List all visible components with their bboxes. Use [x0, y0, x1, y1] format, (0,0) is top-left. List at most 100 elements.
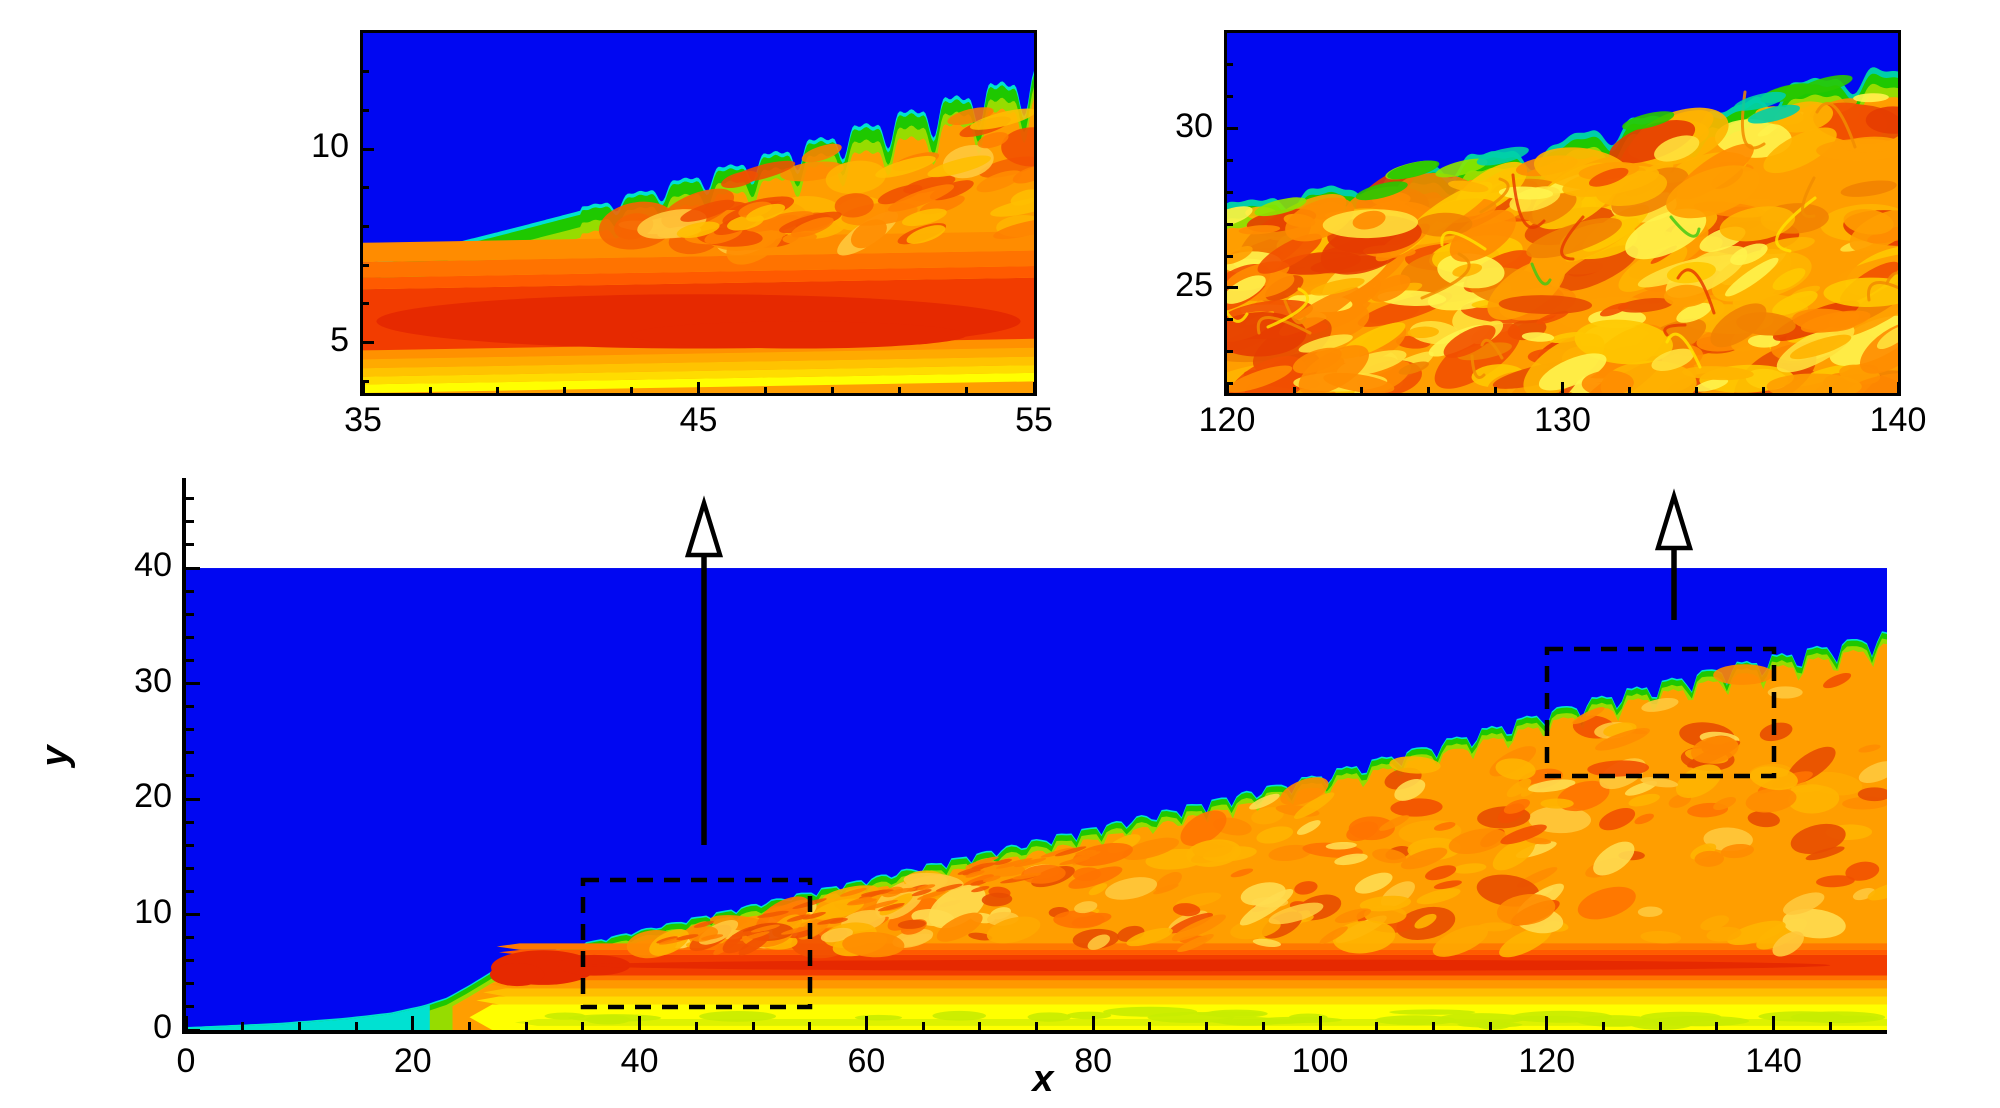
- y-minor-tick: [1227, 350, 1233, 354]
- x-minor-tick: [764, 387, 768, 393]
- x-tick-label: 40: [620, 1042, 659, 1080]
- y-minor-tick: [186, 982, 194, 986]
- x-minor-tick: [1695, 387, 1699, 393]
- x-minor-tick: [629, 387, 633, 393]
- y-minor-tick: [186, 866, 194, 870]
- x-tick: [1091, 1016, 1095, 1030]
- y-minor-tick: [363, 225, 369, 229]
- x-minor-tick: [1658, 1022, 1662, 1030]
- x-tick-label: 55: [1015, 401, 1053, 439]
- y-tick: [363, 341, 374, 345]
- zoom-arrow-head-1: [684, 495, 724, 558]
- y-tick: [186, 797, 200, 801]
- x-minor-tick: [808, 1022, 812, 1030]
- x-tick-label: 60: [847, 1042, 886, 1080]
- x-minor-tick: [898, 387, 902, 393]
- x-tick-label: 120: [1518, 1042, 1576, 1080]
- y-minor-tick: [1227, 95, 1233, 99]
- x-minor-tick: [1292, 387, 1296, 393]
- x-minor-tick: [428, 387, 432, 393]
- x-minor-tick: [1762, 387, 1766, 393]
- x-minor-tick: [495, 387, 499, 393]
- x-tick: [1561, 382, 1564, 393]
- inset-right-contour-field: [1227, 33, 1898, 393]
- y-minor-tick: [186, 497, 194, 501]
- y-minor-tick: [1227, 158, 1233, 162]
- x-minor-tick: [297, 1022, 301, 1030]
- y-minor-tick: [186, 728, 194, 732]
- y-minor-tick: [186, 1005, 194, 1009]
- y-tick-label: 30: [1175, 106, 1213, 145]
- x-minor-tick: [241, 1022, 245, 1030]
- x-minor-tick: [562, 387, 566, 393]
- x-tick-label: 140: [1869, 401, 1927, 439]
- x-minor-tick: [354, 1022, 358, 1030]
- x-tick: [361, 382, 365, 393]
- x-tick-label: 20: [393, 1042, 432, 1080]
- y-tick-label: 20: [134, 777, 172, 816]
- x-minor-tick: [1261, 1022, 1265, 1030]
- x-minor-tick: [1359, 387, 1363, 393]
- x-tick-label: 100: [1291, 1042, 1349, 1080]
- y-minor-tick: [186, 589, 194, 593]
- y-tick-label: 5: [330, 320, 349, 359]
- y-minor-tick: [1227, 190, 1233, 194]
- y-tick-label: 10: [134, 892, 172, 931]
- x-tick-label: 120: [1198, 401, 1256, 439]
- y-minor-tick: [186, 635, 194, 639]
- x-minor-tick: [1431, 1022, 1435, 1030]
- y-minor-tick: [186, 612, 194, 616]
- y-minor-tick: [363, 302, 369, 306]
- x-minor-tick: [1426, 387, 1430, 393]
- x-minor-tick: [1628, 387, 1632, 393]
- x-tick: [864, 1016, 868, 1030]
- x-tick: [1896, 382, 1900, 393]
- x-minor-tick: [1715, 1022, 1719, 1030]
- y-minor-tick: [1227, 63, 1233, 67]
- x-tick: [411, 1016, 415, 1030]
- y-minor-tick: [186, 520, 194, 524]
- x-tick-label: 140: [1745, 1042, 1802, 1080]
- y-minor-tick: [186, 820, 194, 824]
- y-minor-tick: [1227, 254, 1233, 258]
- inset-right-frame: [1224, 30, 1901, 396]
- y-tick: [1227, 286, 1238, 290]
- y-minor-tick: [186, 959, 194, 963]
- x-tick: [1318, 1016, 1322, 1030]
- y-minor-tick: [1227, 222, 1233, 226]
- y-minor-tick: [186, 658, 194, 662]
- x-tick-label: 130: [1534, 401, 1591, 439]
- x-minor-tick: [524, 1022, 528, 1030]
- inset-left-frame: [360, 30, 1037, 396]
- y-tick: [186, 1028, 200, 1032]
- x-axis-title: x: [1032, 1058, 1054, 1100]
- inset-left-contour-field: [363, 33, 1034, 393]
- zoom-arrow-head-2: [1654, 488, 1694, 551]
- y-minor-tick: [186, 751, 194, 755]
- x-minor-tick: [694, 1022, 698, 1030]
- y-minor-tick: [363, 263, 369, 267]
- main-contour-field: [186, 568, 1887, 1031]
- y-minor-tick: [363, 108, 369, 112]
- x-minor-tick: [581, 1022, 585, 1030]
- main-y-axis-line: [182, 478, 186, 1034]
- y-minor-tick: [186, 936, 194, 940]
- x-tick: [1772, 1016, 1776, 1030]
- y-minor-tick: [363, 186, 369, 190]
- y-tick-label: 40: [134, 546, 172, 585]
- x-tick: [638, 1016, 642, 1030]
- x-tick-label: 35: [344, 401, 382, 439]
- x-minor-tick: [965, 387, 969, 393]
- x-tick: [1545, 1016, 1549, 1030]
- x-tick-label: 0: [176, 1042, 196, 1080]
- x-minor-tick: [751, 1022, 755, 1030]
- x-minor-tick: [468, 1022, 471, 1030]
- x-minor-tick: [1035, 1022, 1038, 1030]
- y-minor-tick: [186, 543, 194, 547]
- y-tick: [363, 147, 374, 151]
- y-axis-title: y: [34, 745, 76, 767]
- y-minor-tick: [186, 705, 194, 709]
- y-minor-tick: [186, 774, 194, 778]
- y-minor-tick: [186, 843, 194, 847]
